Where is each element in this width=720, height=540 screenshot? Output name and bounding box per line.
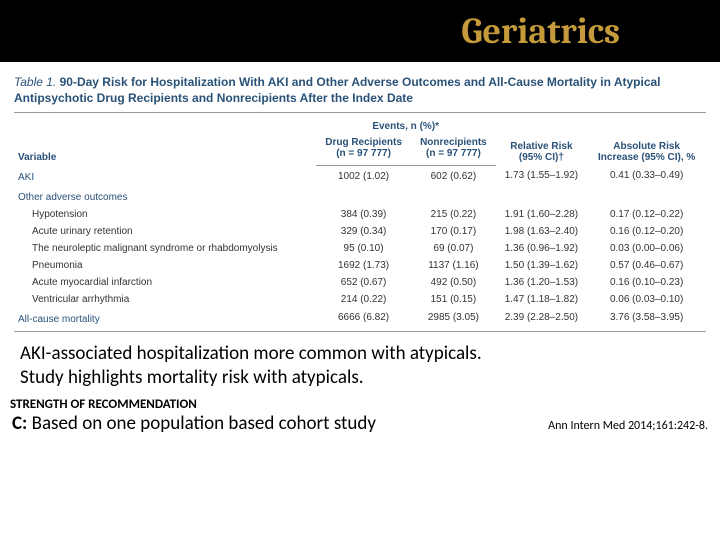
col-drug: Drug Recipients (n = 97 777) [316,134,411,166]
cell-ari: 0.16 (0.12–0.20) [587,223,706,240]
table-row: AKI1002 (1.02)602 (0.62)1.73 (1.55–1.92)… [14,166,706,186]
cell-drug: 329 (0.34) [316,223,411,240]
risk-table: Variable Events, n (%)* Relative Risk (9… [14,112,706,332]
table-row: The neuroleptic malignant syndrome or rh… [14,240,706,257]
cell-non: 1137 (1.16) [411,257,495,274]
row-label: AKI [14,166,316,186]
col-non-n: (n = 97 777) [426,148,481,159]
table-body: AKI1002 (1.02)602 (0.62)1.73 (1.55–1.92)… [14,166,706,332]
cell-drug: 95 (0.10) [316,240,411,257]
cell-ari: 0.06 (0.03–0.10) [587,291,706,308]
sor-text: C: Based on one population based cohort … [12,412,376,435]
slide-title: Geriatrics [461,11,620,52]
slide-header: Geriatrics [0,0,720,62]
cell-ari: 0.03 (0.00–0.06) [587,240,706,257]
table-row: Ventricular arrhythmia214 (0.22)151 (0.1… [14,291,706,308]
col-rr: Relative Risk (95% CI)† [496,113,588,166]
cell-ari: 0.17 (0.12–0.22) [587,206,706,223]
row-label: Hypotension [14,206,316,223]
cell-non: 215 (0.22) [411,206,495,223]
col-ari-label: Absolute Risk [613,141,680,152]
row-label: Ventricular arrhythmia [14,291,316,308]
col-non-label: Nonrecipients [420,137,487,148]
cell-rr: 1.91 (1.60–2.28) [496,206,588,223]
finding-line2: Study highlights mortality risk with aty… [20,366,364,389]
table-row: Other adverse outcomes [14,186,706,206]
cell-non: 492 (0.50) [411,274,495,291]
cell-non: 602 (0.62) [411,166,495,186]
cell-non: 151 (0.15) [411,291,495,308]
citation: Ann Intern Med 2014;161:242-8. [548,419,708,433]
row-label: Other adverse outcomes [14,186,316,206]
col-non: Nonrecipients (n = 97 777) [411,134,495,166]
sor-row: C: Based on one population based cohort … [0,412,720,441]
row-label: Pneumonia [14,257,316,274]
col-variable: Variable [14,113,316,166]
sor-body: Based on one population based cohort stu… [32,412,376,435]
cell-rr [496,186,588,206]
cell-ari: 0.41 (0.33–0.49) [587,166,706,186]
row-label: All-cause mortality [14,308,316,332]
row-label: The neuroleptic malignant syndrome or rh… [14,240,316,257]
cell-non: 2985 (3.05) [411,308,495,332]
cell-rr: 2.39 (2.28–2.50) [496,308,588,332]
cell-rr: 1.36 (1.20–1.53) [496,274,588,291]
cell-non [411,186,495,206]
cell-non: 69 (0.07) [411,240,495,257]
cell-drug: 652 (0.67) [316,274,411,291]
col-ari-sub: Increase (95% CI), % [598,152,695,163]
row-label: Acute myocardial infarction [14,274,316,291]
cell-ari: 0.16 (0.10–0.23) [587,274,706,291]
table-container: Table 1. 90-Day Risk for Hospitalization… [0,62,720,336]
table-row: Acute myocardial infarction652 (0.67)492… [14,274,706,291]
table-title: 90-Day Risk for Hospitalization With AKI… [14,75,661,105]
cell-drug: 6666 (6.82) [316,308,411,332]
finding-line1: AKI-associated hospitalization more comm… [20,342,482,365]
cell-ari [587,186,706,206]
col-ari: Absolute Risk Increase (95% CI), % [587,113,706,166]
table-label: Table 1. [14,75,56,89]
col-rr-ci: (95% CI)† [519,152,564,163]
cell-non: 170 (0.17) [411,223,495,240]
col-drug-n: (n = 97 777) [336,148,391,159]
sor-grade: C: [12,412,27,435]
table-row: Acute urinary retention329 (0.34)170 (0.… [14,223,706,240]
table-row: Hypotension384 (0.39)215 (0.22)1.91 (1.6… [14,206,706,223]
cell-ari: 3.76 (3.58–3.95) [587,308,706,332]
cell-rr: 1.98 (1.63–2.40) [496,223,588,240]
col-rr-label: Relative Risk [510,141,572,152]
cell-rr: 1.36 (0.96–1.92) [496,240,588,257]
cell-rr: 1.50 (1.39–1.62) [496,257,588,274]
col-events-group: Events, n (%)* [316,113,496,135]
table-row: All-cause mortality6666 (6.82)2985 (3.05… [14,308,706,332]
cell-rr: 1.47 (1.18–1.82) [496,291,588,308]
cell-drug: 384 (0.39) [316,206,411,223]
cell-drug: 1002 (1.02) [316,166,411,186]
cell-drug [316,186,411,206]
cell-ari: 0.57 (0.46–0.67) [587,257,706,274]
sor-heading: STRENGTH OF RECOMMENDATION [0,391,720,412]
finding-text: AKI-associated hospitalization more comm… [0,336,720,392]
row-label: Acute urinary retention [14,223,316,240]
cell-drug: 214 (0.22) [316,291,411,308]
table-caption: Table 1. 90-Day Risk for Hospitalization… [14,70,706,112]
table-row: Pneumonia1692 (1.73)1137 (1.16)1.50 (1.3… [14,257,706,274]
col-drug-label: Drug Recipients [325,137,402,148]
cell-drug: 1692 (1.73) [316,257,411,274]
cell-rr: 1.73 (1.55–1.92) [496,166,588,186]
